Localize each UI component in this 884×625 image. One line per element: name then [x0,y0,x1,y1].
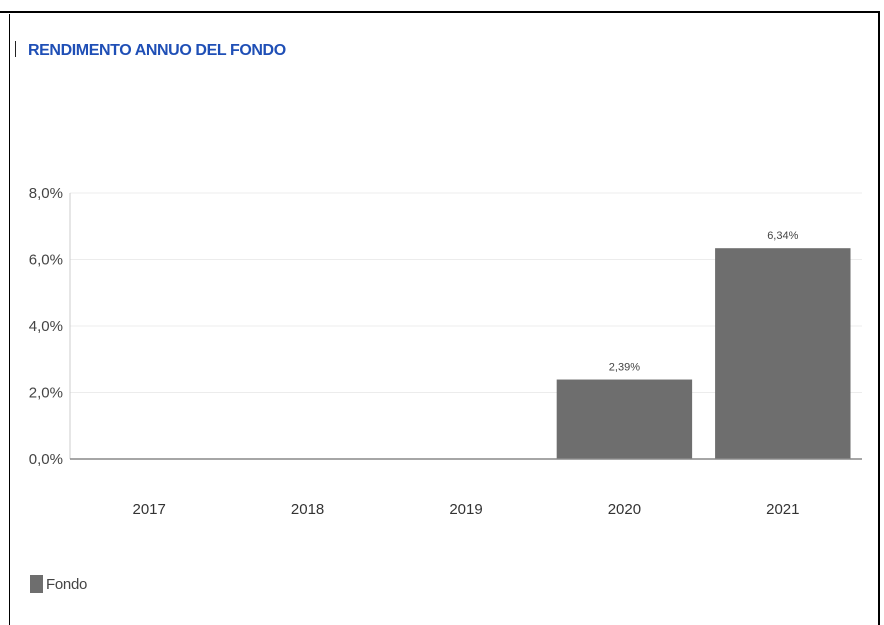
frame-top-border [0,11,880,13]
chart-title: RENDIMENTO ANNUO DEL FONDO [28,42,286,59]
y-tick-label: 2,0% [29,385,63,402]
bar-2021 [715,248,851,459]
y-tick-label: 0,0% [29,451,63,468]
y-tick-label: 4,0% [29,318,63,335]
text-cursor [15,41,16,57]
legend: Fondo [30,575,87,593]
legend-swatch [30,575,43,593]
x-tick-label: 2021 [766,501,799,518]
x-tick-label: 2020 [608,501,641,518]
frame-left-border [9,14,10,625]
frame-right-border [878,11,880,625]
y-tick-label: 6,0% [29,252,63,269]
data-label-2021: 6,34% [767,230,798,242]
data-label-2020: 2,39% [609,362,640,374]
x-tick-label: 2018 [291,501,324,518]
legend-label: Fondo [46,575,88,593]
y-tick-label: 8,0% [29,185,63,202]
x-tick-label: 2019 [449,501,482,518]
bar-2020 [556,379,693,459]
x-tick-label: 2017 [133,501,166,518]
